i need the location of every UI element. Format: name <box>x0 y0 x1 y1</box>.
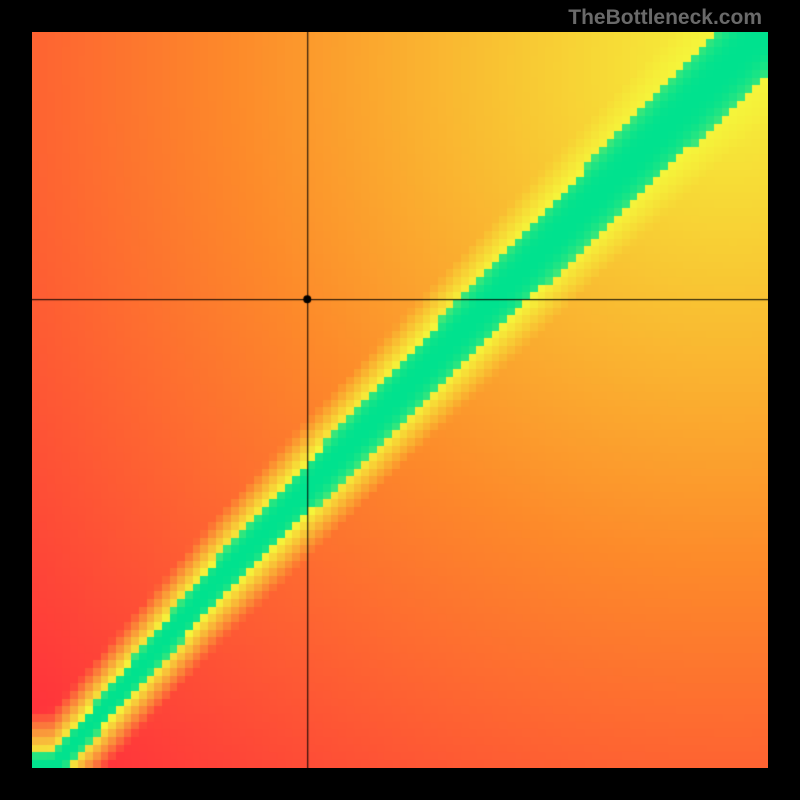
chart-container: TheBottleneck.com <box>0 0 800 800</box>
heatmap-canvas <box>32 32 768 768</box>
heatmap-plot <box>32 32 768 768</box>
watermark-text: TheBottleneck.com <box>568 6 762 30</box>
